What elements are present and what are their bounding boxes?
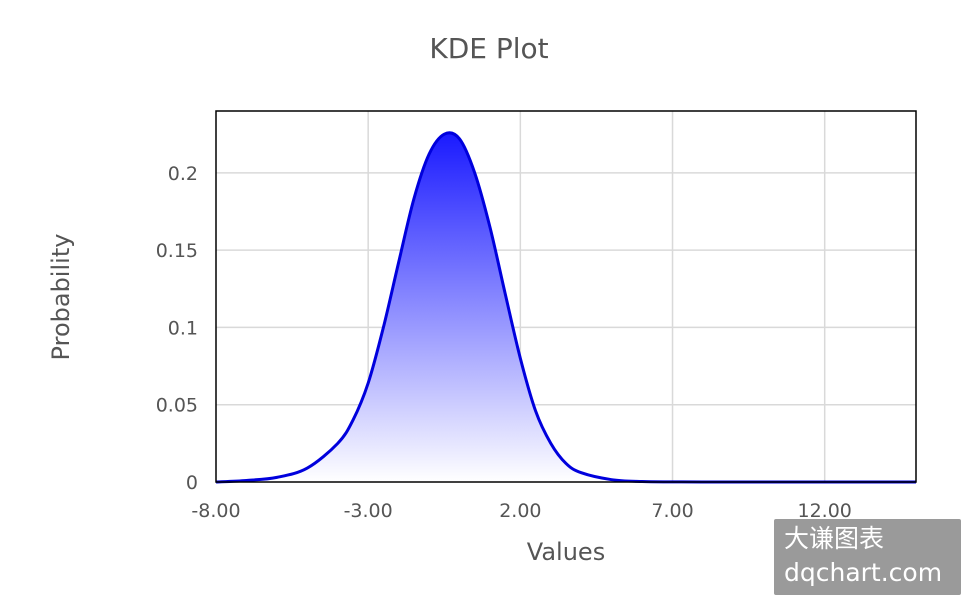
grid: [216, 111, 916, 482]
x-tick-label: -8.00: [191, 500, 240, 522]
x-tick-label: 2.00: [499, 500, 541, 522]
y-axis-label: Probability: [47, 234, 75, 361]
watermark-badge: 大谦图表 dqchart.com: [774, 519, 961, 595]
x-tick-label: 7.00: [651, 500, 693, 522]
y-axis-ticks: 0 0.05 0.1 0.15 0.2: [156, 163, 198, 494]
y-tick-label: 0.15: [156, 240, 198, 262]
y-tick-label: 0: [186, 472, 198, 494]
watermark-brand: 大谦图表: [784, 524, 885, 553]
kde-line: [215, 131, 916, 484]
plot-frame: [215, 110, 917, 483]
series-layer: [215, 131, 916, 484]
y-tick-label: 0.1: [168, 317, 198, 339]
x-axis-label: Values: [527, 538, 605, 566]
chart-title: KDE Plot: [429, 32, 548, 65]
x-tick-label: -3.00: [344, 500, 393, 522]
kde-area: [216, 132, 916, 483]
x-tick-label: 12.00: [797, 500, 851, 522]
y-tick-label: 0.05: [156, 395, 198, 417]
x-axis-ticks: -8.00 -3.00 2.00 7.00 12.00: [191, 500, 851, 522]
watermark-url: dqchart.com: [784, 558, 943, 587]
y-tick-label: 0.2: [168, 163, 198, 185]
